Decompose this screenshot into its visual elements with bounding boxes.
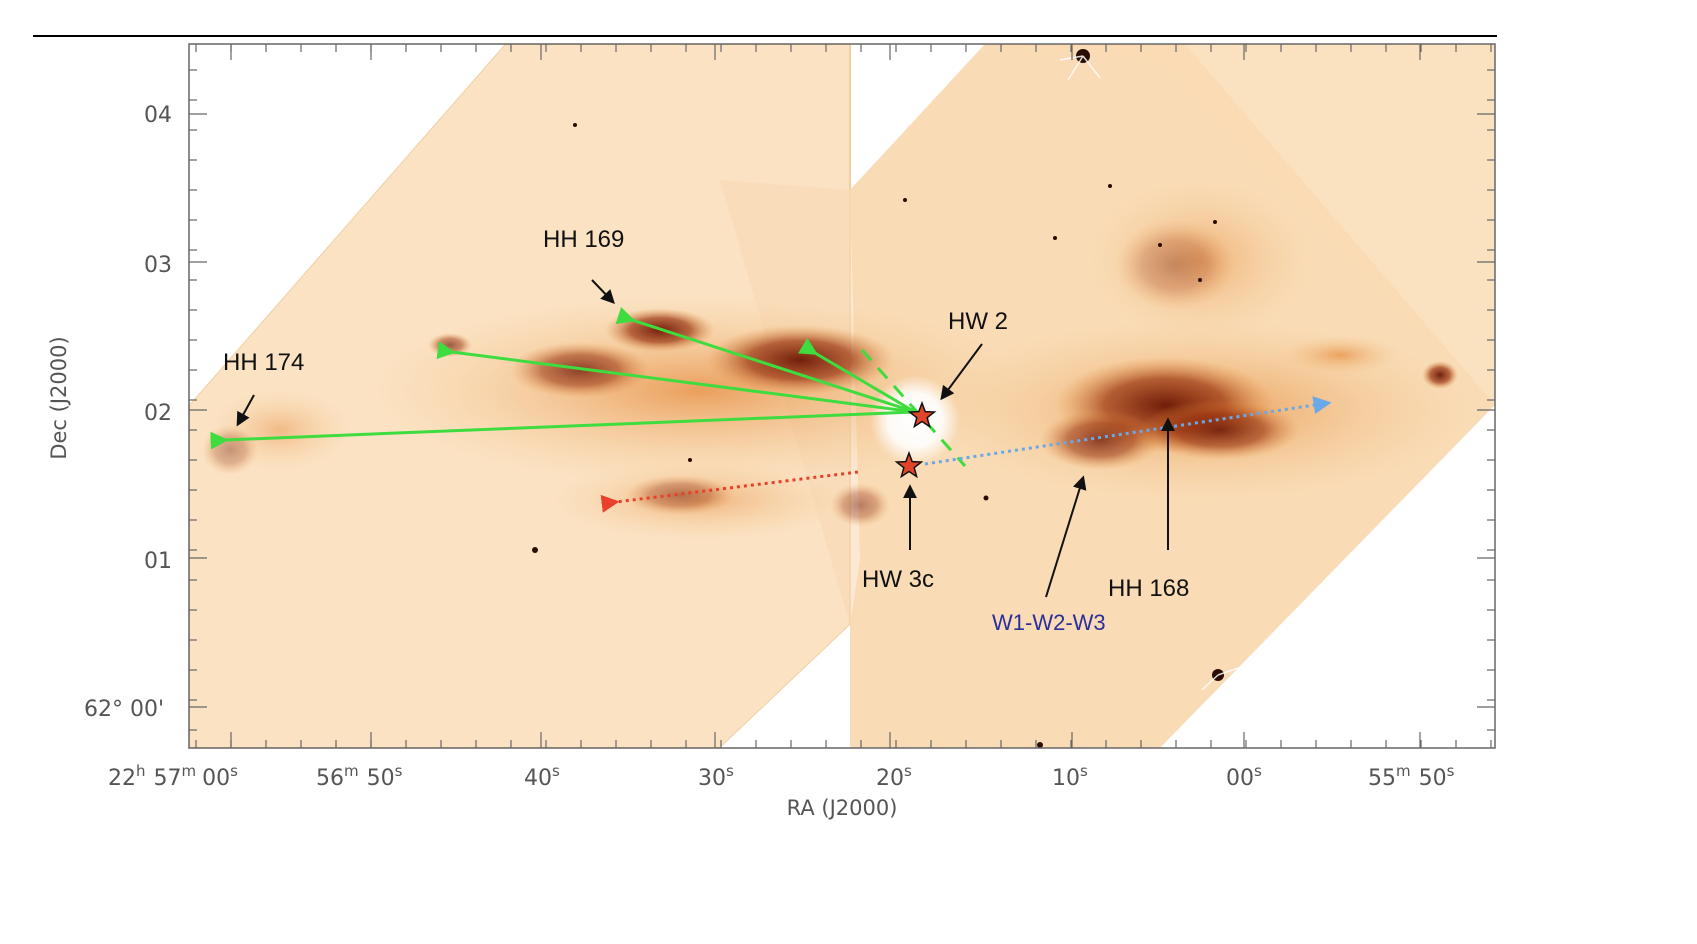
hw2-star-icon [907,400,937,429]
x-tick-40s: 40s [524,762,560,791]
axis-ticks [189,44,1495,748]
x-tick-56m50s: 56m 50s [316,762,403,791]
pointer-hh169 [591,279,615,305]
hw3c-star-icon [894,450,924,479]
hw2-glow [870,375,960,465]
x-tick-10s: 10s [1052,762,1088,791]
pointer-hh174 [236,394,255,427]
y-axis-label: Dec (J2000) [47,336,71,459]
x-tick-30s: 30s [698,762,734,791]
x-axis-label: RA (J2000) [787,796,898,820]
label-hh168: HH 168 [1108,575,1189,602]
label-hh174: HH 174 [223,349,304,376]
x-tick-00s: 00s [1226,762,1262,791]
y-tick-03: 03 [144,253,172,278]
green-arrow-inner [798,337,916,414]
y-tick-labels: 04 03 02 01 62° 00' [84,103,172,722]
x-tick-55m50s: 55m 50s [1368,762,1455,791]
y-tick-01: 01 [144,549,172,574]
blue-dotted-arrow [924,396,1332,466]
y-tick-00: 62° 00' [84,697,164,722]
green-arrow-hh174 [210,410,916,450]
y-tick-04: 04 [144,103,172,128]
plot-frame [188,43,1496,749]
green-arrow-hh169 [615,306,916,414]
green-axis-dashed [860,349,967,467]
red-dotted-arrow [600,470,859,513]
sky-image [189,44,1495,748]
x-tick-22h57m00s: 22h 57m 00s [108,762,238,791]
label-w123: W1-W2-W3 [992,610,1106,635]
label-hw2: HW 2 [948,308,1008,335]
label-pointer-arrows [236,279,1175,598]
pointer-w123 [1045,475,1087,598]
y-tick-02: 02 [144,401,172,426]
x-tick-20s: 20s [876,762,912,791]
green-outflow-arrows [210,306,967,467]
pointer-hw2 [940,343,983,401]
x-tick-labels: 22h 57m 00s 56m 50s 40s 30s 20s 10s 00s 55m… [108,762,1455,791]
green-arrow-west [436,341,916,414]
label-hh169: HH 169 [543,226,624,253]
label-hw3c: HW 3c [862,566,934,593]
